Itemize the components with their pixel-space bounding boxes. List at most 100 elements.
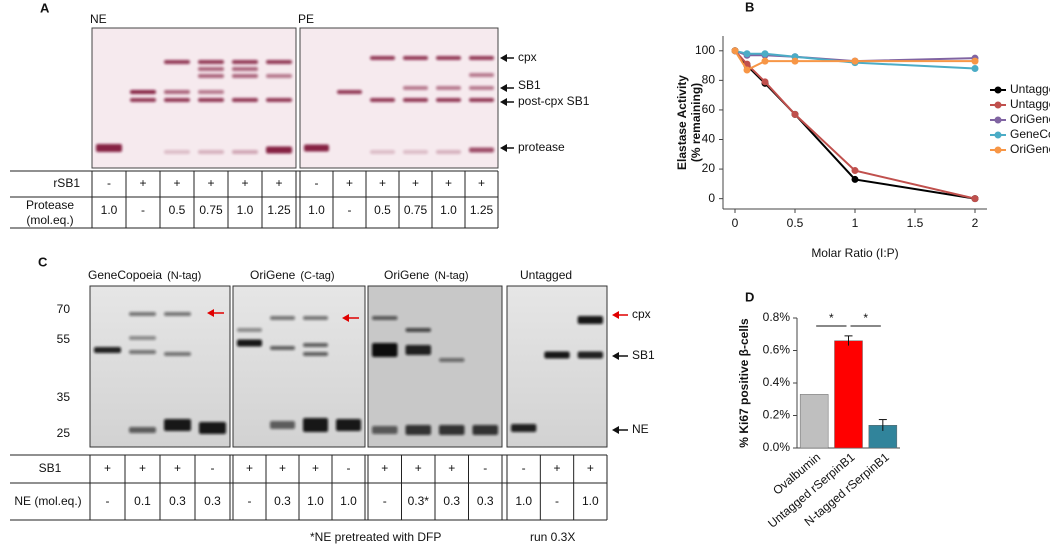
band-label: SB1 [632,348,655,362]
gel-band [164,90,190,94]
gel-band [469,73,494,77]
gel-tag: (C-tag) [300,270,334,282]
table-cell: 1.25 [470,203,494,217]
gel-band [198,74,224,78]
arrow-head [612,352,619,360]
y-axis-label: % Ki67 positive β-cells [737,318,751,448]
gel-band [436,98,461,102]
gel-title: NE [90,12,107,26]
legend-label: OriGene N-tagged [1010,142,1050,156]
gel-band [436,86,461,90]
row-label: SB1 [39,461,62,475]
gel-band [372,343,398,357]
table-cell: + [445,176,452,190]
row-label: rSB1 [53,176,80,190]
legend-label: OriGene C-tagged [1010,112,1050,126]
y-tick-label: 0 [708,191,715,205]
data-point [851,57,859,65]
arrow-head [500,98,507,106]
table-cell: + [379,176,386,190]
gel-name: OriGene [250,268,296,282]
y-tick-label: 0.4% [763,375,791,389]
legend-marker [994,146,1002,154]
x-tick-label: 1.5 [907,216,924,230]
y-tick-label: 0.6% [763,343,791,357]
gel-band [232,67,258,71]
gel-band [372,426,398,434]
band-label: protease [518,140,565,154]
band-label: NE [632,422,649,436]
table-cell: - [248,494,252,508]
gel-band [129,350,156,354]
gel-band [198,98,224,102]
gel-band [403,98,428,102]
table-cell: + [412,176,419,190]
gel-name: GeneCopoeia [88,268,162,282]
annotation: * [829,311,834,325]
table-cell: + [241,176,248,190]
gel-band [164,150,190,154]
arrow-head [207,309,214,317]
gel-band [232,98,258,102]
y-tick-label: 0.2% [763,408,791,422]
table-cell: 1.0 [582,494,599,508]
gel-band [270,346,295,350]
table-cell: - [211,461,215,475]
series-line [734,50,975,72]
gel-band [303,343,328,347]
table-cell: - [348,203,352,217]
legend-label: GeneCopoeia N-tagged [1010,127,1050,141]
gel-band [164,352,191,356]
table-cell: + [553,461,560,475]
table-cell: 0.3 [169,494,186,508]
gel-band [164,98,190,102]
gel-band [130,90,156,94]
gel-tag: (N-tag) [434,270,468,282]
gel-name: OriGene [384,268,430,282]
table-cell: - [555,494,559,508]
gel-band [94,347,121,353]
table-cell: + [139,461,146,475]
gel-band [544,351,570,359]
legend-label: Untagged #1 [1010,82,1050,96]
gel-band [199,422,226,434]
legend-label: Untagged #2 [1010,97,1050,111]
band-label: post-cpx SB1 [518,94,590,108]
gel-band [370,150,395,154]
gel-band [270,316,295,320]
gel-title: PE [298,12,314,26]
gel-band [469,147,494,153]
gel-band [405,345,431,355]
data-point [971,195,979,203]
gel-band [370,56,395,60]
data-point [791,110,799,118]
gel-band [336,419,361,431]
table-cell: 1.0 [515,494,532,508]
gel-band [266,146,292,154]
gel-band [129,336,156,340]
gel-band [266,74,292,78]
table-cell: 1.0 [440,203,457,217]
table-cell: + [448,461,455,475]
mw-marker: 70 [57,302,71,316]
band-label: SB1 [518,78,541,92]
gel-band [439,425,465,435]
gel-band [403,150,428,154]
gel-band [266,60,292,64]
y-axis-label: Elastase Activity [675,75,689,170]
table-cell: 1.0 [308,203,325,217]
gel-band [237,328,262,332]
table-cell: 1.0 [237,203,254,217]
gel-band [303,418,328,432]
arrow-head [500,144,507,152]
table-cell: - [347,461,351,475]
gel-band [198,60,224,64]
table-cell: + [139,176,146,190]
gel-band [303,316,328,320]
data-point [761,57,769,65]
table-cell: 1.25 [267,203,291,217]
row-sublabel: (mol.eq.) [26,213,73,227]
arrow-head [500,54,507,62]
table-cell: + [279,461,286,475]
table-cell: + [207,176,214,190]
